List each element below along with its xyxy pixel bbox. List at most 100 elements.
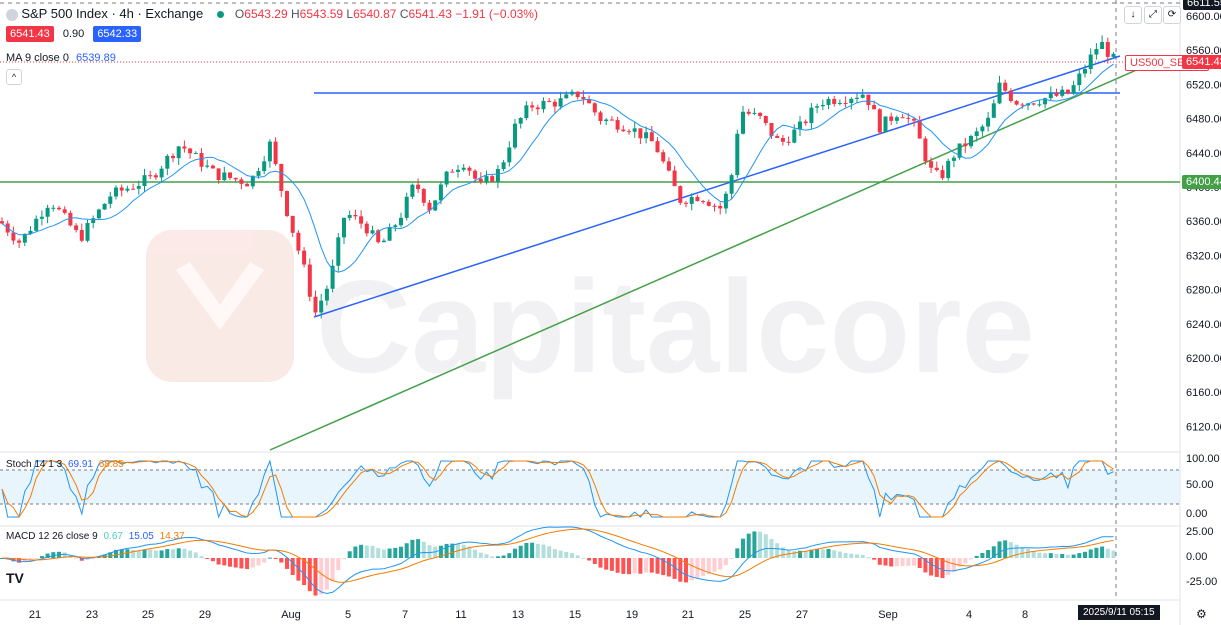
- candle-body: [752, 112, 757, 114]
- macd-bar: [359, 544, 364, 558]
- macd-bar: [478, 552, 483, 558]
- refresh-icon[interactable]: ⟳: [1163, 6, 1181, 24]
- candle-body: [900, 117, 905, 119]
- candle-body: [381, 240, 386, 243]
- candle-body: [609, 119, 614, 121]
- candle-body: [290, 215, 295, 233]
- sell-button[interactable]: 6541.43: [6, 26, 54, 42]
- macd-bar: [655, 558, 660, 574]
- candle-body: [661, 152, 666, 162]
- macd-bar: [991, 546, 996, 558]
- candle-body: [969, 136, 973, 147]
- candle-body: [108, 196, 113, 204]
- candle-body: [746, 111, 751, 114]
- candle-body: [233, 177, 238, 180]
- stoch-legend-label: Stoch 14 1 3: [6, 459, 63, 470]
- time-tick: Sep: [878, 609, 898, 621]
- low-value: 6540.87: [353, 7, 397, 21]
- macd-bar: [723, 558, 728, 566]
- candles-group: [0, 35, 1116, 319]
- macd-legend[interactable]: MACD 12 26 close 9 0.67 15.05 14.37: [6, 531, 185, 542]
- macd-bar: [792, 551, 797, 558]
- time-tick: 8: [1022, 609, 1028, 621]
- macd-bar: [176, 548, 181, 558]
- candle-body: [558, 98, 563, 107]
- macd-bar: [917, 558, 922, 568]
- macd-bar: [946, 558, 951, 576]
- buy-button[interactable]: 6542.33: [93, 26, 142, 42]
- macd-bar: [775, 543, 780, 558]
- macd-bar: [951, 558, 956, 572]
- candle-body: [210, 165, 215, 169]
- macd-signal-value: 14.37: [159, 531, 185, 542]
- stoch-legend[interactable]: Stoch 14 1 3 69.91 68.85: [6, 459, 124, 470]
- maximize-icon[interactable]: ⤢: [1144, 6, 1162, 24]
- candle-body: [131, 188, 136, 190]
- candle-body: [478, 178, 483, 182]
- candle-body: [256, 171, 261, 176]
- ma-legend[interactable]: MA 9 close 0 6539.89: [6, 52, 116, 64]
- symbol-title[interactable]: S&P 500 Index · 4h · Exchange: [21, 6, 204, 21]
- candle-body: [1020, 104, 1025, 106]
- scroll-down-icon[interactable]: ↓: [1124, 6, 1142, 24]
- blue-trendline[interactable]: [313, 55, 1121, 318]
- macd-bar: [193, 552, 198, 558]
- macd-bar: [11, 558, 16, 562]
- candle-body: [638, 128, 643, 139]
- macd-bar: [883, 558, 888, 566]
- candle-body: [843, 102, 848, 104]
- macd-bar: [393, 547, 398, 558]
- candle-body: [986, 117, 991, 127]
- candle-body: [307, 264, 312, 297]
- time-tick: 19: [626, 609, 638, 621]
- price-axis[interactable]: 6600.006560.006520.006480.006440.006400.…: [1186, 11, 1221, 433]
- candle-body: [877, 109, 882, 133]
- bid-ask-row: 6541.43 0.90 6542.33: [6, 26, 142, 42]
- candle-body: [79, 230, 84, 241]
- candle-body: [1065, 89, 1070, 94]
- candle-body: [501, 162, 506, 170]
- price-tick: 6520.00: [1186, 79, 1221, 91]
- candle-body: [666, 161, 671, 171]
- candle-body: [74, 225, 79, 231]
- macd-bar: [28, 558, 33, 561]
- candle-body: [285, 191, 289, 216]
- macd-bar: [570, 553, 574, 558]
- macd-bar: [353, 546, 358, 558]
- candle-body: [11, 232, 16, 241]
- candle-body: [1111, 53, 1116, 57]
- candle-body: [62, 209, 67, 213]
- macd-bar: [108, 552, 113, 558]
- green-trendline[interactable]: [269, 63, 1151, 451]
- macd-bar: [182, 548, 187, 558]
- candle-body: [484, 176, 489, 182]
- macd-bar: [1014, 544, 1019, 558]
- tradingview-logo-icon[interactable]: TV: [6, 570, 24, 586]
- stoch-k-value: 69.91: [67, 459, 93, 470]
- macd-bar: [974, 555, 979, 558]
- candle-body: [934, 167, 939, 171]
- candle-body: [182, 146, 187, 149]
- macd-bar: [347, 551, 352, 558]
- candle-body: [741, 111, 745, 134]
- time-axis[interactable]: 21 23 25 29 Aug 5 7 11 13 15 19 21 25 27 Sep 4 8: [29, 609, 1028, 621]
- time-tick: 5: [345, 609, 351, 621]
- macd-bar: [131, 549, 136, 558]
- macd-bar: [621, 558, 626, 574]
- time-tick: 25: [142, 609, 154, 621]
- candle-body: [347, 215, 352, 218]
- collapse-legend-icon[interactable]: ^: [6, 69, 22, 85]
- candle-body: [1054, 92, 1059, 96]
- macd-bar: [364, 545, 369, 558]
- stoch-tick: 100.00: [1186, 453, 1220, 465]
- open-label: O: [234, 7, 245, 21]
- macd-bar: [34, 558, 39, 559]
- candle-body: [912, 118, 916, 121]
- macd-bar: [370, 545, 375, 558]
- watermark: Capitalcore: [146, 230, 1035, 400]
- candle-body: [1083, 69, 1087, 74]
- macd-bar: [997, 541, 1002, 558]
- settings-gear-icon[interactable]: ⚙: [1196, 607, 1207, 621]
- candle-body: [769, 122, 774, 136]
